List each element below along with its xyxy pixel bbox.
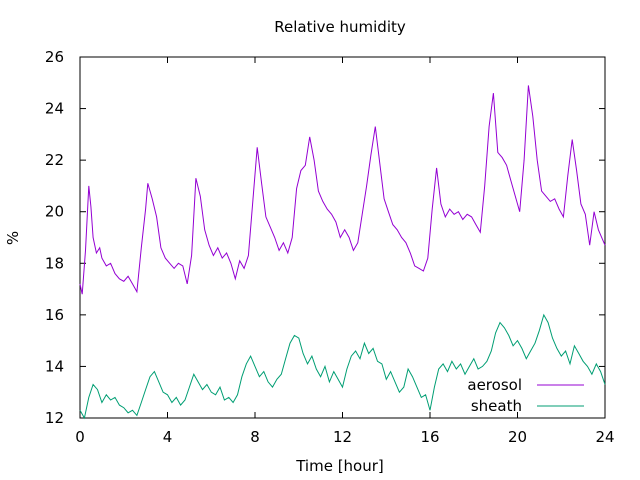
series-lines bbox=[79, 85, 606, 420]
y-tick-label: 20 bbox=[45, 203, 64, 221]
legend: aerosol sheath bbox=[467, 376, 584, 415]
series-line-aerosol bbox=[79, 85, 606, 295]
legend-label-aerosol: aerosol bbox=[467, 376, 522, 394]
y-tick-label: 14 bbox=[45, 357, 64, 375]
y-tick-label: 16 bbox=[45, 306, 64, 324]
x-axis-label: Time [hour] bbox=[295, 457, 384, 475]
x-tick-label: 20 bbox=[508, 428, 527, 446]
y-tick-label: 12 bbox=[45, 409, 64, 427]
series-line-sheath bbox=[79, 313, 606, 420]
x-tick-label: 8 bbox=[250, 428, 260, 446]
y-axis-label: % bbox=[4, 231, 22, 245]
y-tick-label: 18 bbox=[45, 254, 64, 272]
x-tick-label: 12 bbox=[333, 428, 352, 446]
y-tick-label: 24 bbox=[45, 100, 64, 118]
x-tick-label: 4 bbox=[163, 428, 173, 446]
chart-title: Relative humidity bbox=[274, 18, 406, 36]
axis-ticks: 0 4 8 12 16 20 24 12 14 16 18 20 22 24 26 bbox=[45, 48, 615, 446]
y-tick-label: 22 bbox=[45, 151, 64, 169]
plot-frame bbox=[79, 56, 606, 419]
legend-label-sheath: sheath bbox=[471, 397, 522, 415]
y-tick-label: 26 bbox=[45, 48, 64, 66]
x-tick-label: 16 bbox=[420, 428, 439, 446]
x-tick-label: 24 bbox=[595, 428, 614, 446]
x-tick-label: 0 bbox=[75, 428, 85, 446]
